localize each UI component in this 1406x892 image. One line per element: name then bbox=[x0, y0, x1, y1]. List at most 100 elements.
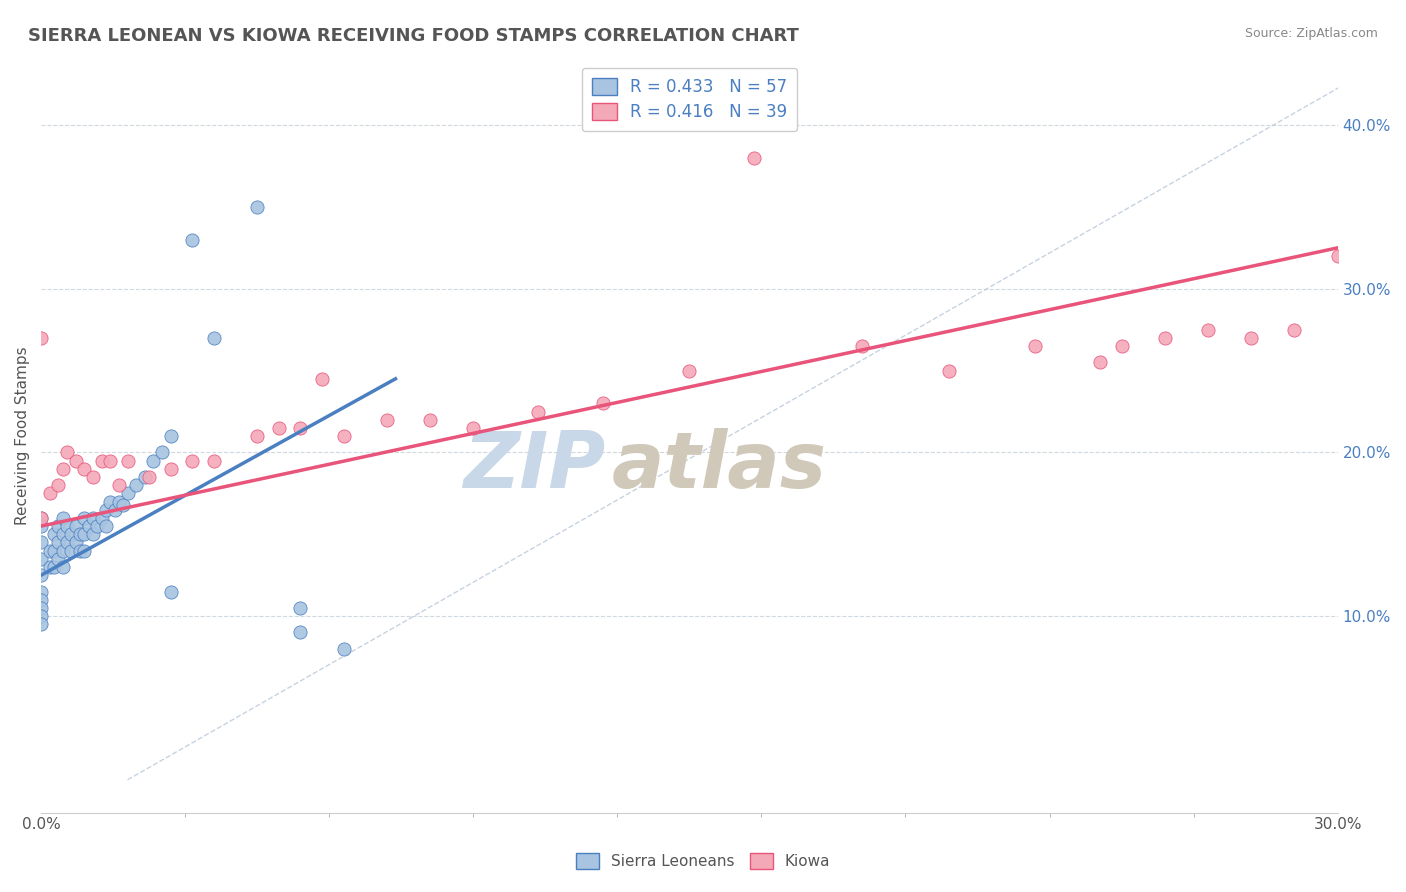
Point bbox=[159, 584, 181, 599]
Point bbox=[108, 478, 131, 492]
Point bbox=[42, 527, 65, 541]
Point bbox=[290, 601, 312, 615]
Point bbox=[52, 511, 75, 525]
Point bbox=[38, 560, 60, 574]
Point bbox=[30, 584, 52, 599]
Point bbox=[52, 560, 75, 574]
Point bbox=[65, 453, 87, 467]
Point bbox=[246, 200, 269, 214]
Point bbox=[159, 429, 181, 443]
Text: Source: ZipAtlas.com: Source: ZipAtlas.com bbox=[1244, 27, 1378, 40]
Point bbox=[117, 453, 139, 467]
Point bbox=[82, 470, 104, 484]
Point bbox=[117, 486, 139, 500]
Point bbox=[1111, 339, 1133, 353]
Point bbox=[38, 486, 60, 500]
Point bbox=[30, 331, 52, 345]
Y-axis label: Receiving Food Stamps: Receiving Food Stamps bbox=[15, 347, 30, 525]
Point bbox=[30, 592, 52, 607]
Point bbox=[938, 363, 960, 377]
Point bbox=[1240, 331, 1263, 345]
Point bbox=[142, 453, 165, 467]
Point bbox=[30, 511, 52, 525]
Point bbox=[48, 519, 70, 533]
Point bbox=[52, 543, 75, 558]
Point bbox=[42, 543, 65, 558]
Point bbox=[125, 478, 148, 492]
Point bbox=[48, 551, 70, 566]
Point bbox=[290, 625, 312, 640]
Point bbox=[134, 470, 156, 484]
Point bbox=[267, 421, 290, 435]
Text: SIERRA LEONEAN VS KIOWA RECEIVING FOOD STAMPS CORRELATION CHART: SIERRA LEONEAN VS KIOWA RECEIVING FOOD S… bbox=[28, 27, 799, 45]
Point bbox=[38, 543, 60, 558]
Point bbox=[30, 601, 52, 615]
Point bbox=[202, 453, 225, 467]
Point bbox=[1326, 249, 1348, 263]
Point bbox=[332, 429, 354, 443]
Point bbox=[90, 453, 112, 467]
Point bbox=[30, 568, 52, 582]
Point bbox=[60, 527, 83, 541]
Point bbox=[52, 527, 75, 541]
Point bbox=[65, 535, 87, 549]
Point bbox=[56, 535, 79, 549]
Point bbox=[678, 363, 700, 377]
Point bbox=[42, 560, 65, 574]
Point bbox=[138, 470, 160, 484]
Point bbox=[103, 502, 125, 516]
Point bbox=[90, 511, 112, 525]
Point bbox=[1024, 339, 1046, 353]
Point bbox=[48, 535, 70, 549]
Point bbox=[1197, 323, 1219, 337]
Point bbox=[73, 462, 96, 476]
Point bbox=[1153, 331, 1175, 345]
Point bbox=[332, 641, 354, 656]
Point bbox=[52, 462, 75, 476]
Point bbox=[181, 453, 204, 467]
Point bbox=[112, 498, 135, 512]
Point bbox=[290, 421, 312, 435]
Point bbox=[30, 519, 52, 533]
Point bbox=[592, 396, 614, 410]
Point bbox=[73, 527, 96, 541]
Point bbox=[527, 404, 550, 418]
Point bbox=[73, 511, 96, 525]
Point bbox=[30, 617, 52, 632]
Point bbox=[246, 429, 269, 443]
Point bbox=[94, 519, 117, 533]
Point bbox=[73, 543, 96, 558]
Legend: Sierra Leoneans, Kiowa: Sierra Leoneans, Kiowa bbox=[569, 847, 837, 875]
Legend: R = 0.433   N = 57, R = 0.416   N = 39: R = 0.433 N = 57, R = 0.416 N = 39 bbox=[582, 68, 797, 131]
Point bbox=[1284, 323, 1306, 337]
Point bbox=[30, 511, 52, 525]
Point bbox=[65, 519, 87, 533]
Point bbox=[98, 453, 121, 467]
Point bbox=[30, 551, 52, 566]
Point bbox=[181, 233, 204, 247]
Point bbox=[69, 543, 91, 558]
Point bbox=[56, 519, 79, 533]
Point bbox=[463, 421, 485, 435]
Point bbox=[77, 519, 100, 533]
Point bbox=[86, 519, 108, 533]
Point bbox=[108, 494, 131, 508]
Point bbox=[742, 151, 765, 165]
Point bbox=[150, 445, 173, 459]
Point bbox=[82, 511, 104, 525]
Point bbox=[82, 527, 104, 541]
Point bbox=[48, 478, 70, 492]
Point bbox=[94, 502, 117, 516]
Point bbox=[159, 462, 181, 476]
Point bbox=[1088, 355, 1111, 369]
Point bbox=[419, 413, 441, 427]
Point bbox=[30, 609, 52, 624]
Point bbox=[375, 413, 398, 427]
Point bbox=[56, 445, 79, 459]
Text: atlas: atlas bbox=[612, 428, 827, 504]
Text: ZIP: ZIP bbox=[463, 428, 605, 504]
Point bbox=[69, 527, 91, 541]
Point bbox=[30, 535, 52, 549]
Point bbox=[98, 494, 121, 508]
Point bbox=[851, 339, 873, 353]
